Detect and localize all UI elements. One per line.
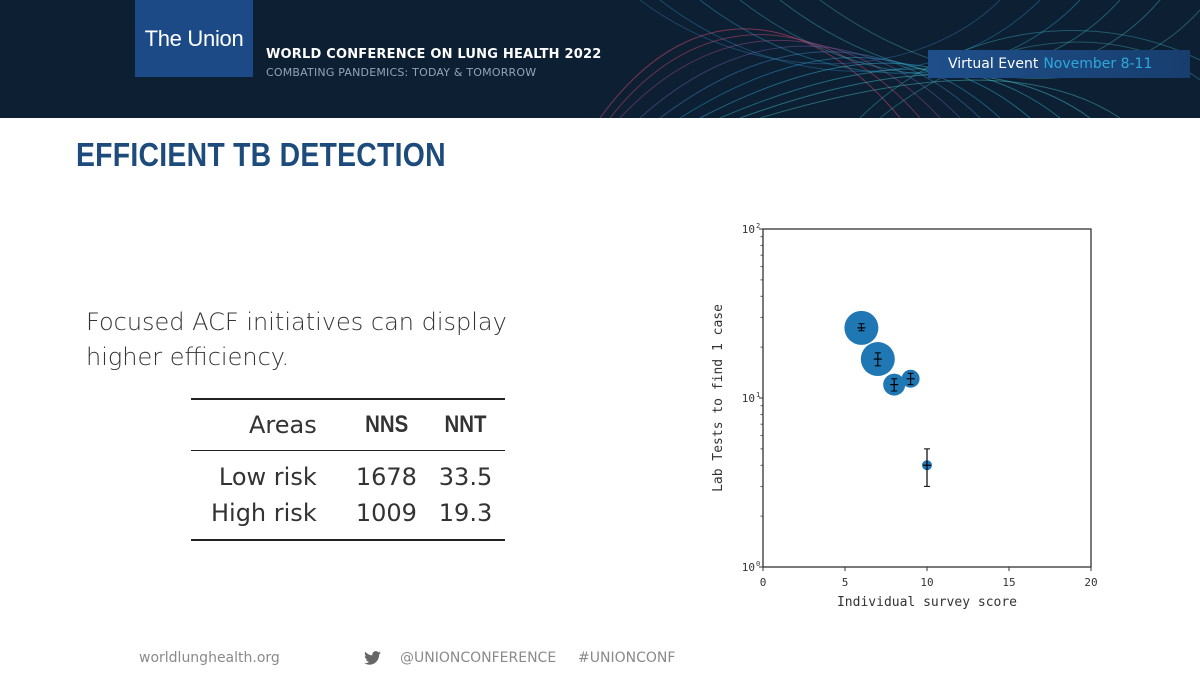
y-tick-label: 10 [742, 561, 755, 574]
x-tick-label: 20 [1084, 576, 1097, 589]
table-row: Low risk 1678 33.5 [191, 451, 505, 496]
cell-nnt: 33.5 [438, 463, 493, 491]
x-axis-label: Individual survey score [837, 595, 1017, 610]
x-tick-label: 0 [760, 576, 767, 589]
table-header-row: Areas NNS NNT [191, 398, 505, 451]
chart-marks [844, 310, 932, 487]
x-tick-label: 10 [920, 576, 933, 589]
header-banner: The Union WORLD CONFERENCE ON LUNG HEALT… [0, 0, 1200, 118]
union-logo: The Union [135, 0, 253, 77]
x-tick-label: 5 [842, 576, 849, 589]
cell-area: Low risk [218, 463, 317, 491]
slide-title: EFFICIENT TB DETECTION [76, 136, 446, 173]
header-nns: NNS [352, 398, 421, 451]
twitter-icon [364, 651, 381, 665]
footer-website: worldlunghealth.org [139, 650, 280, 666]
cell-nnt: 19.3 [426, 495, 505, 541]
event-label: Virtual Event [948, 56, 1039, 72]
logo-text: The Union [144, 25, 244, 51]
cell-nns: 1678 [355, 463, 417, 491]
conference-title: WORLD CONFERENCE ON LUNG HEALTH 2022 [266, 47, 602, 62]
y-tick-exponent: 1 [756, 391, 760, 399]
plot-frame [762, 228, 1092, 568]
nns-nnt-table: Areas NNS NNT Low risk 1678 33.5 High ri… [191, 398, 505, 541]
body-text: Focused ACF initiatives can display high… [86, 308, 507, 371]
x-tick-label: 15 [1002, 576, 1015, 589]
footer-hashtag: #UNIONCONF [578, 650, 676, 666]
y-axis-label: Lab Tests to find 1 case [711, 304, 726, 492]
cell-area: High risk [191, 495, 347, 541]
header-nnt: NNT [431, 398, 500, 451]
y-tick-label: 10 [742, 223, 755, 236]
y-tick-label: 10 [742, 392, 755, 405]
y-tick-exponent: 0 [756, 560, 760, 568]
x-axis-ticks: 0 5 10 15 20 [760, 567, 1098, 589]
cell-nns: 1009 [346, 495, 426, 541]
y-tick-exponent: 2 [756, 222, 760, 230]
footer-twitter-handle: @UNIONCONFERENCE [400, 650, 557, 666]
header-areas: Areas [191, 398, 347, 451]
virtual-event-badge: Virtual Event November 8-11 [928, 50, 1190, 78]
table-row: High risk 1009 19.3 [191, 495, 505, 541]
event-dates: November 8-11 [1043, 56, 1153, 72]
conference-subtitle: COMBATING PANDEMICS: TODAY & TOMORROW [266, 66, 537, 79]
